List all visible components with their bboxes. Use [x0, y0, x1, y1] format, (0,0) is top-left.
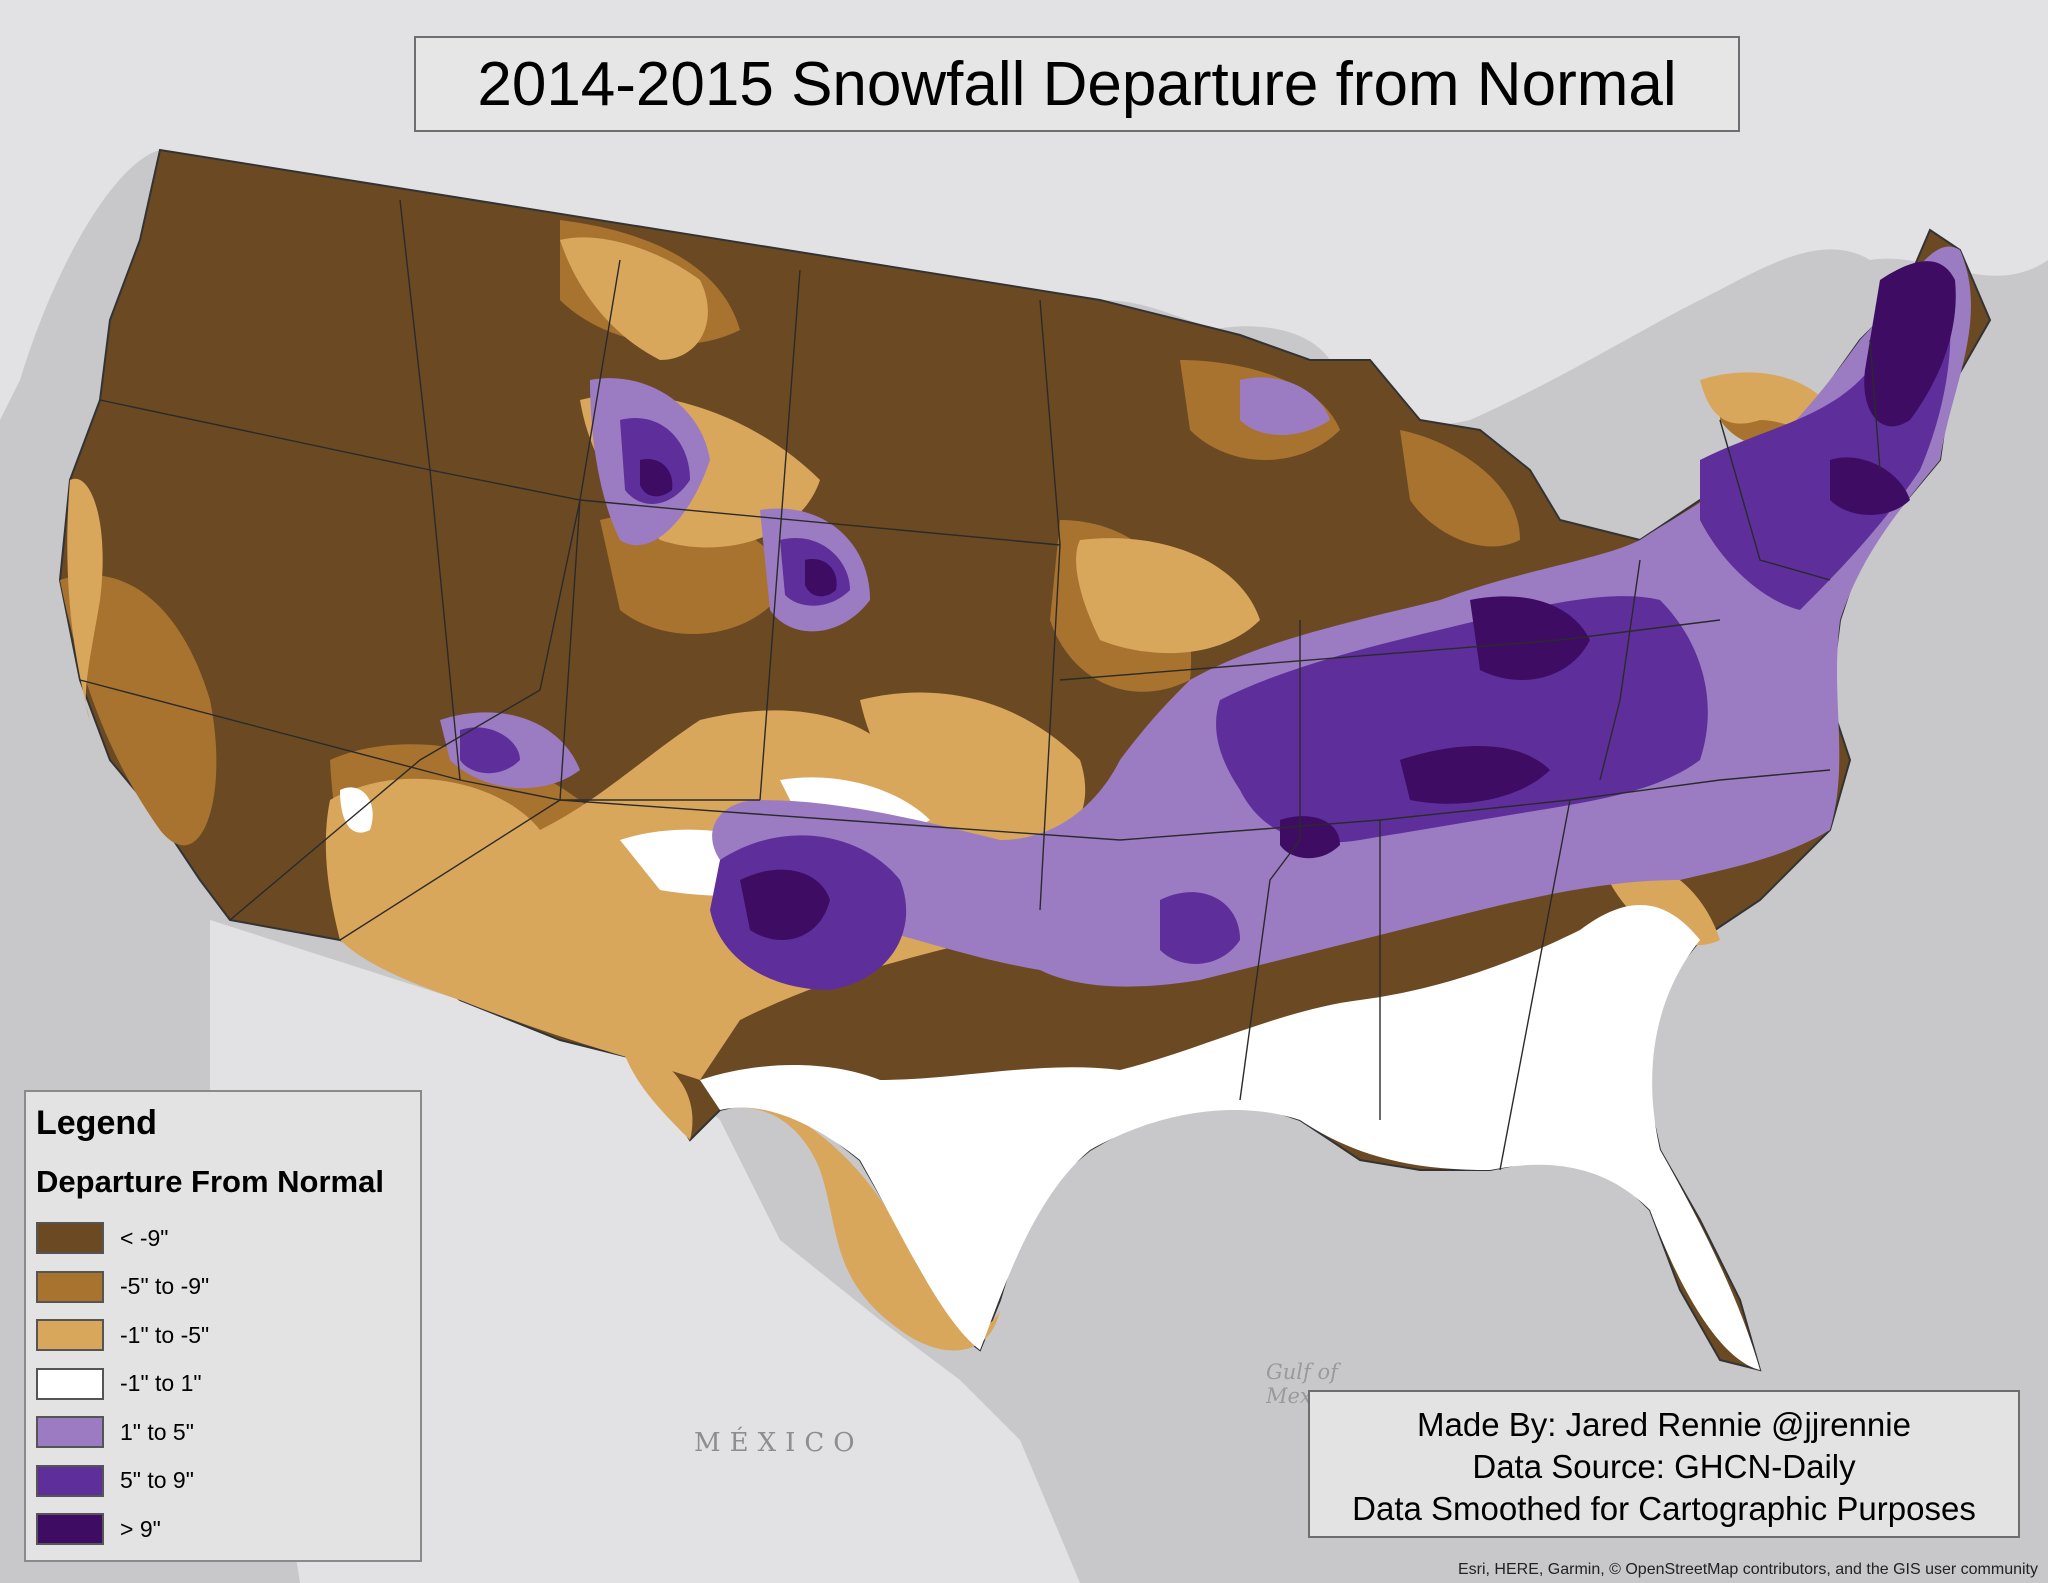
snowy-heavy-wyoming — [640, 459, 673, 497]
snowy-light-east — [712, 246, 1971, 987]
legend-item: < -9" — [36, 1214, 209, 1263]
light-dry-montana — [560, 237, 708, 360]
state-borders — [79, 199, 1881, 1171]
legend-item: -1" to 1" — [36, 1360, 209, 1409]
legend-subtitle: Departure From Normal — [36, 1164, 384, 1199]
credits-box: Made By: Jared Rennie @jjrennie Data Sou… — [1308, 1390, 2020, 1538]
legend-label: > 9" — [120, 1515, 161, 1542]
map-title: 2014-2015 Snowfall Departure from Normal — [477, 49, 1677, 119]
dry-mid-michigan — [1400, 430, 1520, 547]
legend-swatch — [36, 1513, 104, 1546]
legend-swatch — [36, 1367, 104, 1400]
legend-label: -1" to -5" — [120, 1321, 210, 1348]
snowy-light-wisconsin — [1240, 377, 1330, 435]
credits-note: Data Smoothed for Cartographic Purposes — [1352, 1490, 1976, 1527]
legend-item: -1" to -5" — [36, 1311, 209, 1360]
gulf-label-line1: Gulf of — [1266, 1360, 1338, 1384]
snowy-heavy-kentucky — [1400, 746, 1550, 804]
legend-swatch — [36, 1270, 104, 1303]
gulf-label-line2: Mex — [1266, 1384, 1312, 1408]
near-normal-gulf-coast — [700, 905, 1760, 1370]
light-dry-kansas — [860, 692, 1086, 852]
snowy-heavy-ohio — [1470, 596, 1590, 680]
legend-swatch — [36, 1222, 104, 1255]
legend-label: -5" to -9" — [120, 1273, 210, 1300]
legend-title: Legend — [36, 1104, 157, 1142]
basemap-mexico-land — [210, 920, 1080, 1583]
snowy-heavy-oklahoma — [740, 869, 830, 940]
legend-item: > 9" — [36, 1505, 209, 1554]
credits-source: Data Source: GHCN-Daily — [1472, 1448, 1856, 1485]
light-dry-west-texas — [620, 1040, 693, 1140]
snowy-mid-arkansas — [1160, 892, 1240, 964]
snowy-heavy-nebraska — [805, 559, 837, 597]
zone-over-9-snowy — [640, 261, 1956, 940]
light-dry-iowa — [1076, 538, 1260, 654]
legend-swatch — [36, 1319, 104, 1352]
basemap-attribution: Esri, HERE, Garmin, © OpenStreetMap cont… — [1457, 1561, 2038, 1578]
legend-panel: Legend Departure From Normal < -9" -5" t… — [24, 1090, 422, 1562]
snowy-mid-colorado — [460, 727, 520, 774]
light-dry-west-coast — [67, 478, 103, 720]
legend-items: < -9" -5" to -9" -1" to -5" -1" to 1" 1"… — [36, 1214, 209, 1554]
mexico-label: MÉXICO — [694, 1428, 864, 1458]
legend-swatch — [36, 1464, 104, 1497]
snowy-heavy-massachusetts — [1830, 457, 1910, 515]
legend-label: 5" to 9" — [120, 1467, 194, 1494]
legend-item: -5" to -9" — [36, 1263, 209, 1312]
dry-mid-west-coast — [60, 575, 217, 846]
legend-swatch — [36, 1416, 104, 1449]
map-title-box: 2014-2015 Snowfall Departure from Normal — [414, 36, 1740, 132]
gulf-of-mexico-label: Gulf of Mex — [1266, 1360, 1338, 1408]
legend-item: 5" to 9" — [36, 1457, 209, 1506]
legend-label: < -9" — [120, 1224, 169, 1251]
credits-author: Made By: Jared Rennie @jjrennie — [1417, 1406, 1911, 1443]
legend-item: 1" to 5" — [36, 1408, 209, 1457]
light-dry-south-texas — [720, 1100, 1000, 1351]
legend-label: -1" to 1" — [120, 1370, 202, 1397]
snowy-heavy-maine — [1864, 261, 1956, 427]
legend-label: 1" to 5" — [120, 1418, 194, 1445]
